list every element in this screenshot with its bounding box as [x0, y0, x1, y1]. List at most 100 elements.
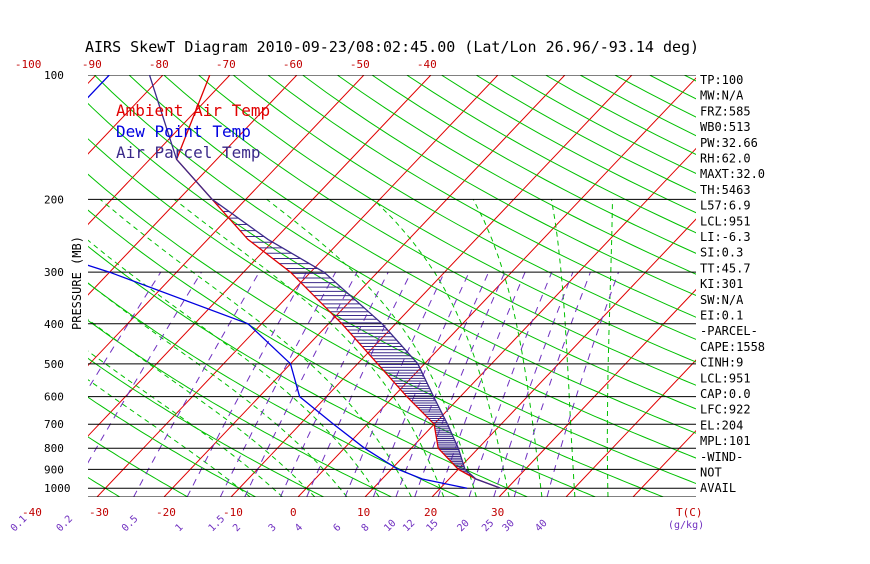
y-axis-label: PRESSURE (MB)	[70, 236, 84, 330]
top-temp-tick-label: -50	[350, 58, 370, 71]
dry-adiabat-line	[0, 75, 663, 497]
mixing-ratio-line	[187, 272, 306, 497]
dry-adiabat-line	[164, 75, 870, 497]
index-value: L57:6.9	[700, 199, 751, 213]
index-value: TH:5463	[700, 183, 751, 197]
dry-adiabat-line	[788, 75, 870, 497]
pressure-tick-label: 200	[44, 193, 64, 206]
legend: Ambient Air Temp Dew Point Temp Air Parcel…	[116, 101, 270, 162]
index-value: LFC:922	[700, 403, 751, 417]
moist-adiabat-line	[0, 199, 283, 497]
pressure-tick-label: 600	[44, 391, 64, 404]
bottom-temp-tick-label: -30	[89, 506, 109, 519]
index-value: -PARCEL-	[700, 324, 758, 338]
mixing-ratio-label: 3	[267, 522, 279, 534]
index-value: LI:-6.3	[700, 230, 751, 244]
isotherm-line	[432, 75, 833, 497]
mixing-ratio-label: 15	[424, 518, 440, 534]
mixing-ratio-label: 2	[231, 522, 243, 534]
mixing-ratio-unit-label: (g/kg)	[668, 520, 704, 531]
mixing-ratio-label: 0.5	[120, 514, 141, 535]
bottom-temp-tick-label: 10	[357, 506, 370, 519]
top-temp-tick-label: -90	[82, 58, 102, 71]
pressure-tick-label: 100	[44, 69, 64, 82]
mixing-ratio-label: 30	[501, 518, 517, 534]
index-value: SW:N/A	[700, 293, 744, 307]
mixing-ratio-label: 6	[331, 522, 343, 534]
bottom-temp-tick-label: 0	[290, 506, 297, 519]
index-value: RH:62.0	[700, 152, 751, 166]
pressure-tick-label: 800	[44, 442, 64, 455]
mixing-ratio-line	[494, 272, 573, 497]
mixing-ratio-line	[514, 272, 590, 497]
legend-item: Dew Point Temp	[116, 122, 251, 141]
bottom-temp-tick-label: -10	[223, 506, 243, 519]
isotherm-line	[0, 75, 29, 497]
index-value: MPL:101	[700, 434, 751, 448]
dry-adiabat-line	[0, 75, 120, 497]
index-value: -WIND-	[700, 450, 743, 464]
pressure-tick-label: 500	[44, 358, 64, 371]
dry-adiabat-line	[441, 75, 870, 497]
top-temp-tick-label: -40	[417, 58, 437, 71]
dry-adiabat-line	[0, 75, 52, 497]
mixing-ratio-label: 4	[293, 522, 305, 534]
index-value: CINH:9	[700, 356, 743, 370]
moist-adiabat-line	[473, 199, 542, 497]
mixing-ratio-label: 8	[360, 522, 372, 534]
pressure-tick-label: 1000	[44, 482, 71, 495]
legend-item: Air Parcel Temp	[116, 143, 261, 162]
dry-adiabat-line	[476, 75, 870, 497]
moist-adiabat-line	[0, 199, 250, 497]
dry-adiabat-line	[337, 75, 870, 497]
mixing-ratio-label: 25	[480, 518, 496, 534]
mixing-ratio-label: 0.2	[55, 514, 76, 535]
index-value: MAXT:32.0	[700, 167, 765, 181]
index-value: FRZ:585	[700, 104, 751, 118]
moist-adiabat-line	[41, 199, 379, 497]
index-value: CAPE:1558	[700, 340, 765, 354]
dry-adiabat-line	[754, 75, 870, 497]
index-value: NOT	[700, 466, 722, 480]
index-value: SI:0.3	[700, 246, 743, 260]
mixing-ratio-label: 20	[455, 518, 471, 534]
temp-axis-label: T(C)	[676, 506, 703, 519]
bottom-temp-tick-label: 20	[424, 506, 437, 519]
bottom-temp-tick-label: 30	[491, 506, 504, 519]
isotherm-line	[499, 75, 870, 497]
index-value: MW:N/A	[700, 89, 744, 103]
pressure-tick-label: 700	[44, 418, 64, 431]
dry-adiabat-line	[650, 75, 870, 497]
top-temp-tick-label: -80	[149, 58, 169, 71]
top-temp-tick-label: -100	[15, 58, 42, 71]
mixing-ratio-label: 10	[382, 518, 398, 534]
bottom-temp-tick-label: -20	[156, 506, 176, 519]
index-value: LCL:951	[700, 214, 751, 228]
index-value: TT:45.7	[700, 261, 751, 275]
mixing-ratio-label: 1	[173, 522, 185, 534]
mixing-ratio-label: 40	[533, 518, 549, 534]
pressure-tick-label: 900	[44, 463, 64, 476]
dry-adiabat-line	[372, 75, 870, 497]
top-temp-tick-label: -60	[283, 58, 303, 71]
mixing-ratio-line	[245, 272, 357, 497]
mixing-ratio-line	[68, 272, 201, 497]
index-value: PW:32.66	[700, 136, 758, 150]
index-value: AVAIL	[700, 481, 736, 495]
mixing-ratio-label: 12	[401, 518, 417, 534]
index-value: WB0:513	[700, 120, 751, 134]
pressure-tick-label: 400	[44, 318, 64, 331]
index-value: EL:204	[700, 418, 743, 432]
index-value: EI:0.1	[700, 309, 743, 323]
chart-title: AIRS SkewT Diagram 2010-09-23/08:02:45.0…	[85, 38, 699, 56]
pressure-tick-label: 300	[44, 266, 64, 279]
index-value: CAP:0.0	[700, 387, 751, 401]
index-value: KI:301	[700, 277, 743, 291]
index-value: LCL:951	[700, 371, 751, 385]
index-value: TP:100	[700, 73, 743, 87]
legend-item: Ambient Air Temp	[116, 101, 270, 120]
top-temp-tick-label: -70	[216, 58, 236, 71]
